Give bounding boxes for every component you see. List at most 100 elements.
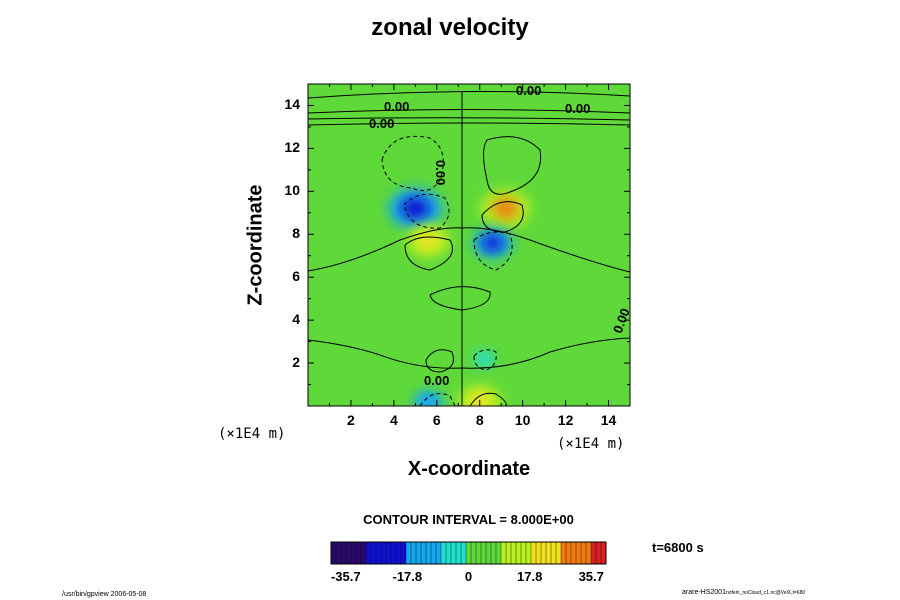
contour-line [473, 349, 497, 371]
plot-frame [307, 83, 631, 407]
field-blob-core [401, 197, 429, 220]
colorbar-cell [546, 542, 552, 564]
colorbar-cell [496, 542, 502, 564]
x-tick-label: 4 [389, 412, 398, 428]
y-tick-label: 6 [292, 268, 300, 285]
x-axis-unit-left: (×1E4 m) [218, 426, 286, 442]
contour-line [308, 117, 630, 121]
colorbar-cell [461, 542, 467, 564]
colorbar-cell [436, 542, 442, 564]
colorbar-cell [451, 542, 457, 564]
colorbar-frame [330, 541, 607, 565]
colorbar-cell [536, 542, 542, 564]
x-tick-label: 6 [432, 412, 441, 428]
colorbar-cell [566, 542, 572, 564]
y-tick-label: 2 [292, 354, 300, 371]
colorbar-cell [481, 542, 487, 564]
colorbar-cell [381, 542, 387, 564]
colorbar-cell [396, 542, 402, 564]
colorbar-cell [356, 542, 362, 564]
plot-background [308, 84, 630, 406]
footer-right-main: arare-HS2001 [682, 589, 726, 596]
colorbar-cell [366, 542, 372, 564]
contour-line [473, 231, 513, 271]
x-tick-label: 8 [475, 412, 484, 428]
colorbar-cell [346, 542, 352, 564]
colorbar-cell [501, 542, 507, 564]
colorbar-cell [386, 542, 392, 564]
contour-line [403, 193, 450, 229]
contour-label: 0.00 [384, 99, 410, 114]
contour-line [469, 392, 507, 406]
colorbar-cell [601, 542, 607, 564]
colorbar-cell [511, 542, 517, 564]
contour-label: 0.00 [433, 160, 448, 186]
colorbar-cell [421, 542, 427, 564]
colorbar-cell [506, 542, 512, 564]
y-axis-label: Z-coordinate [244, 184, 267, 306]
y-tick-label: 4 [292, 311, 300, 328]
field-blob-core [421, 395, 436, 406]
footer-left: /usr/bin/gpview 2006-05-08 [62, 591, 147, 598]
colorbar-cell [466, 542, 472, 564]
colorbar-cell [456, 542, 462, 564]
chart-title: zonal velocity [371, 14, 529, 41]
colorbar-cell [551, 542, 557, 564]
x-axis-label: X-coordinate [407, 458, 531, 480]
x-tick-label: 14 [600, 412, 617, 428]
field-blob-core [468, 393, 491, 406]
colorbar-cell [351, 542, 357, 564]
colorbar-cell [521, 542, 527, 564]
x-axis-unit-right: (×1E4 m) [557, 436, 625, 452]
colorbar-cell [571, 542, 577, 564]
colorbar-tick-label: 17.8 [517, 569, 543, 584]
colorbar-cell [541, 542, 547, 564]
colorbar-cell [446, 542, 452, 564]
colorbar-cell [591, 542, 597, 564]
y-tick-label: 8 [292, 225, 300, 242]
contour-label: 0.00 [424, 373, 450, 388]
footer-right-sub: nofein_noCloud_c1.nc@VelX,t=680 [725, 590, 806, 596]
colorbar-cell [441, 542, 447, 564]
y-tick-label: 14 [284, 96, 300, 113]
footer-right: arare-HS2001nofein_noCloud_c1.nc@VelX,t=… [682, 589, 805, 596]
contour-line [481, 201, 524, 233]
contour-line [381, 135, 444, 192]
colorbar-tick-label: 35.7 [578, 569, 604, 584]
colorbar-cell [561, 542, 567, 564]
colorbar-cell [556, 542, 562, 564]
contour-label: 0.00 [369, 116, 395, 131]
contour-line [308, 90, 630, 99]
colorbar-cell [491, 542, 497, 564]
contour-line [425, 349, 454, 373]
colorbar-cell [376, 542, 382, 564]
colorbar-cell [596, 542, 602, 564]
colorbar-cell [576, 542, 582, 564]
field-blob-core [482, 234, 503, 251]
negative-contours [381, 135, 513, 406]
colorbar-cell [411, 542, 417, 564]
contour-line [483, 136, 542, 195]
x-tick-label: 2 [347, 412, 355, 428]
colorbar-cell [371, 542, 377, 564]
colorbar-cell [516, 542, 522, 564]
colorbar-cell [476, 542, 482, 564]
colorbar-cell [586, 542, 592, 564]
contour-line [308, 109, 630, 114]
colorbar-cell [401, 542, 407, 564]
colorbar [330, 542, 607, 564]
contour-lines [308, 90, 630, 406]
x-tick-label: 10 [514, 412, 531, 428]
y-tick-label: 12 [284, 139, 300, 156]
colorbar-tick-label: 0 [464, 569, 473, 584]
field-blob-core [417, 232, 440, 250]
colorbar-cell [406, 542, 412, 564]
colorbar-cell [391, 542, 397, 564]
contour-label: 0.00 [565, 101, 591, 116]
colorbar-cell [486, 542, 492, 564]
y-tick-label: 10 [284, 182, 300, 199]
colorbar-cell [431, 542, 437, 564]
contour-label: 0.00 [516, 83, 542, 98]
colorbar-cell [331, 542, 337, 564]
